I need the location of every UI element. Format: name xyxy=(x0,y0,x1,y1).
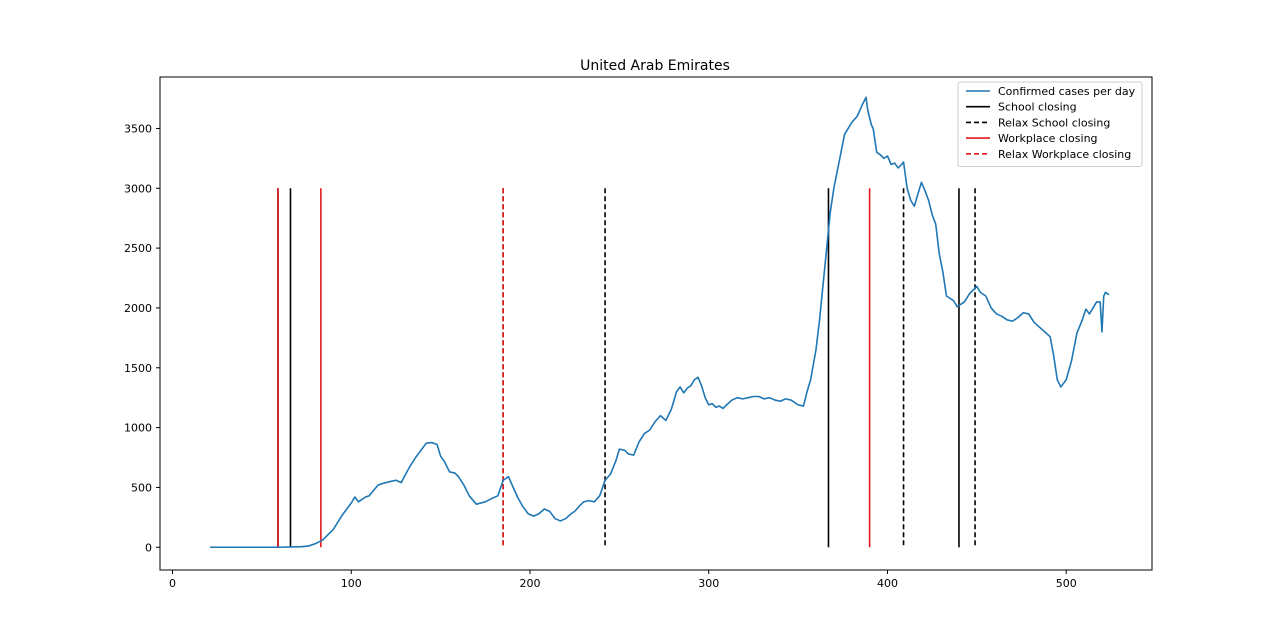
y-tick-label-6: 3000 xyxy=(124,182,152,195)
confirmed-cases-per-day-series-line xyxy=(210,96,1110,549)
legend-label-workplace-closing: Workplace closing xyxy=(998,132,1098,145)
x-tick-label-5: 500 xyxy=(1056,577,1077,590)
legend-label-school-closing: School closing xyxy=(998,101,1077,114)
x-tick-label-3: 300 xyxy=(698,577,719,590)
chart-title: United Arab Emirates xyxy=(580,58,730,74)
y-tick-label-5: 2500 xyxy=(124,242,152,255)
plot-frame xyxy=(159,76,1153,571)
legend: Confirmed cases per day School closing Rel… xyxy=(957,81,1143,167)
legend-box xyxy=(957,81,1143,167)
y-tick-label-3: 1500 xyxy=(124,362,152,375)
legend-label-confirmed-cases-per-day: Confirmed cases per day xyxy=(998,85,1136,98)
axes-layer: 0 100 200 300 400 500 0 500 1000 1500 2000 2500 3000… xyxy=(124,122,1077,590)
legend-label-relax-school-closing: Relax School closing xyxy=(998,116,1110,129)
x-tick-label-2: 200 xyxy=(519,577,540,590)
y-tick-label-1: 500 xyxy=(131,481,152,494)
x-tick-label-0: 0 xyxy=(169,577,176,590)
y-tick-label-2: 1000 xyxy=(124,422,152,435)
legend-label-relax-workplace-closing: Relax Workplace closing xyxy=(998,148,1131,161)
x-tick-label-1: 100 xyxy=(341,577,362,590)
x-tick-label-4: 400 xyxy=(877,577,898,590)
marks-layer xyxy=(210,96,1110,549)
y-tick-label-7: 3500 xyxy=(124,122,152,135)
y-tick-label-4: 2000 xyxy=(124,302,152,315)
y-tick-label-0: 0 xyxy=(145,541,152,554)
